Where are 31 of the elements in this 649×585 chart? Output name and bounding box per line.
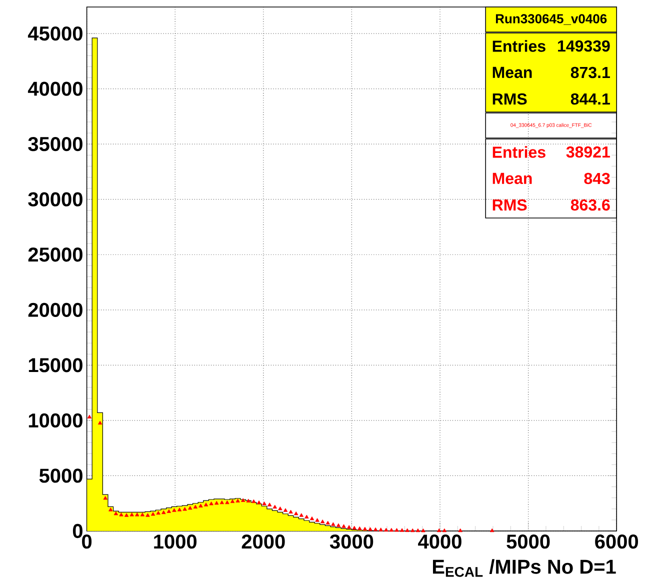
x-tick-label: 1000 — [154, 534, 197, 549]
y-tick-label: 0 — [72, 524, 82, 538]
annotation: RMS — [492, 199, 527, 211]
annotation: 863.6 — [570, 199, 610, 211]
annotation: 38921 — [566, 146, 610, 158]
annotation: Entries — [492, 146, 546, 158]
annotation: RMS — [492, 93, 527, 105]
annotation: Mean — [492, 172, 532, 184]
x-axis-title: E$_{ECAL}$ /MIPs No D=1 — [432, 559, 616, 577]
y-tick-label: 45000 — [28, 26, 82, 41]
annotation: Entries — [492, 40, 546, 52]
x-tick-label: 2000 — [242, 534, 285, 549]
x-tick-label: 3000 — [330, 534, 374, 549]
annotation: 843 — [584, 172, 610, 184]
y-tick-label: 30000 — [28, 192, 82, 206]
y-tick-label: 40000 — [28, 82, 82, 96]
y-tick-label: 15000 — [28, 358, 82, 372]
y-tick-label: 10000 — [28, 413, 82, 428]
y-tick-label: 25000 — [28, 248, 82, 262]
annotation: 844.1 — [570, 93, 610, 105]
y-tick-label: 35000 — [28, 136, 82, 152]
x-tick-label: 6000 — [595, 534, 638, 549]
y-tick-label: 5000 — [39, 468, 82, 483]
x-tick-label: 4000 — [418, 534, 462, 549]
text: Run330645_v0406 — [496, 14, 607, 25]
annotation: 149339 — [558, 40, 610, 52]
y-tick-label: 20000 — [28, 302, 82, 317]
annotation: 873.1 — [570, 66, 610, 78]
annotation: Mean — [492, 66, 532, 78]
x-tick-label: 0 — [82, 534, 92, 549]
x-tick-label: 5000 — [506, 534, 550, 549]
